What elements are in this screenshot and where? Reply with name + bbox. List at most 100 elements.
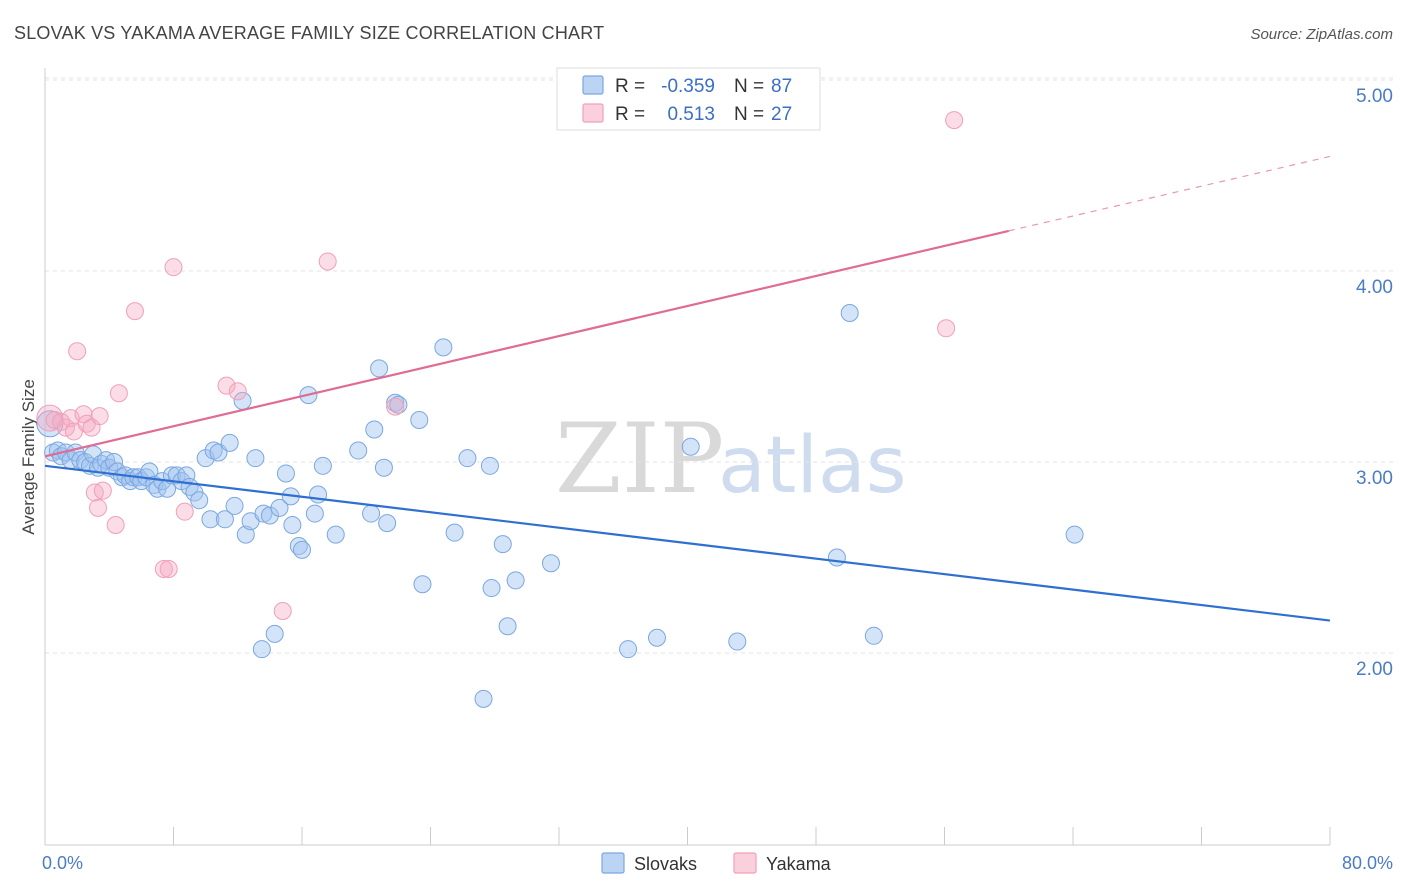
point-yakama: [74, 405, 93, 424]
point-slovaks: [246, 449, 265, 468]
point-slovaks: [293, 540, 311, 559]
legend-r-label-slovaks: R =: [615, 76, 645, 97]
trend-line-yakama: [44, 229, 1010, 458]
point-slovaks: [36, 410, 64, 438]
point-slovaks: [374, 458, 393, 477]
chart-title: SLOVAK VS YAKAMA AVERAGE FAMILY SIZE COR…: [14, 23, 604, 43]
y-tick-label: 5.00: [1356, 86, 1393, 107]
point-slovaks: [362, 504, 381, 523]
watermark-atlas: atlas: [718, 421, 907, 511]
legend-swatch-yakama: [582, 103, 604, 123]
stats-legend: R = -0.359 N = 87 R = 0.513 N = 27: [556, 67, 821, 131]
point-slovaks: [410, 410, 429, 429]
watermark-zip: ZIP: [555, 403, 724, 515]
legend-n-label-slovaks: N =: [734, 76, 764, 97]
legend-r-value-slovaks: -0.359: [661, 76, 715, 97]
point-slovaks: [458, 449, 477, 468]
point-yakama: [273, 601, 292, 620]
point-slovaks: [225, 496, 244, 515]
point-yakama: [159, 559, 178, 578]
trend-line-extension-yakama: [1008, 155, 1331, 232]
scatter-points: [36, 111, 1084, 708]
y-tick-label: 3.00: [1356, 468, 1393, 489]
legend-r-label-yakama: R =: [615, 104, 645, 125]
point-yakama: [109, 384, 128, 403]
point-slovaks: [434, 338, 453, 357]
point-slovaks: [236, 525, 255, 544]
point-slovaks: [681, 437, 700, 456]
point-slovaks: [326, 525, 345, 544]
point-slovaks: [493, 535, 512, 554]
point-slovaks: [474, 689, 493, 708]
legend-n-value-slovaks: 87: [771, 76, 792, 97]
point-slovaks: [482, 579, 501, 598]
point-slovaks: [1065, 525, 1084, 544]
point-slovaks: [254, 504, 273, 523]
x-axis-ticks: [44, 827, 1331, 845]
point-slovaks: [252, 640, 271, 659]
point-yakama: [217, 376, 236, 395]
point-yakama: [125, 302, 144, 321]
point-slovaks: [201, 510, 220, 529]
legend-n-label-yakama: N =: [734, 104, 764, 125]
y-tick-label: 4.00: [1356, 277, 1393, 298]
point-slovaks: [498, 617, 517, 636]
series-legend-label-yakama: Yakama: [766, 854, 832, 874]
x-tick-label-min: 0.0%: [42, 853, 83, 873]
point-slovaks: [313, 456, 332, 475]
point-slovaks: [276, 464, 295, 483]
y-tick-label: 2.00: [1356, 659, 1393, 680]
point-slovaks: [840, 304, 859, 323]
series-legend-swatch-yakama: [733, 852, 757, 874]
legend-swatch-slovaks: [582, 75, 604, 95]
point-yakama: [93, 481, 112, 500]
point-slovaks: [386, 393, 405, 412]
point-yakama: [89, 498, 108, 517]
point-yakama: [945, 111, 964, 130]
point-slovaks: [270, 498, 289, 517]
point-slovaks: [215, 510, 234, 529]
point-slovaks: [349, 441, 368, 460]
point-slovaks: [541, 554, 560, 573]
chart-source: Source: ZipAtlas.com: [1250, 26, 1393, 43]
point-slovaks: [480, 456, 499, 475]
point-slovaks: [413, 575, 432, 594]
point-yakama: [154, 559, 173, 578]
series-legend-swatch-slovaks: [601, 852, 625, 874]
point-slovaks: [864, 626, 883, 645]
trend-lines: [44, 155, 1331, 622]
point-slovaks: [445, 523, 464, 542]
point-slovaks: [389, 395, 408, 414]
point-yakama: [937, 319, 956, 338]
point-slovaks: [190, 491, 209, 510]
point-slovaks: [167, 466, 186, 485]
point-slovaks: [647, 628, 666, 647]
y-gridlines: [45, 77, 1393, 654]
point-yakama: [90, 407, 109, 426]
point-slovaks: [140, 462, 159, 481]
watermark: ZIP atlas: [555, 403, 907, 515]
legend-n-value-yakama: 27: [771, 104, 792, 125]
point-slovaks: [283, 516, 302, 535]
point-slovaks: [619, 640, 638, 659]
point-slovaks: [728, 632, 747, 651]
point-slovaks: [370, 359, 389, 378]
series-legend: Slovaks Yakama: [601, 852, 832, 874]
point-yakama: [164, 258, 183, 277]
legend-r-value-yakama: 0.513: [667, 104, 715, 125]
point-slovaks: [506, 571, 525, 590]
point-yakama: [175, 502, 194, 521]
point-slovaks: [265, 624, 284, 643]
point-yakama: [52, 412, 71, 431]
point-slovaks: [260, 506, 279, 525]
y-axis-title: Average Family Size: [19, 379, 38, 535]
point-slovaks: [105, 453, 124, 471]
trend-line-slovaks: [44, 464, 1331, 622]
point-yakama: [386, 397, 405, 416]
point-slovaks: [220, 433, 239, 452]
point-yakama: [68, 342, 87, 361]
point-slovaks: [365, 420, 384, 439]
x-tick-label-max: 80.0%: [1342, 853, 1393, 873]
point-slovaks: [305, 504, 324, 523]
